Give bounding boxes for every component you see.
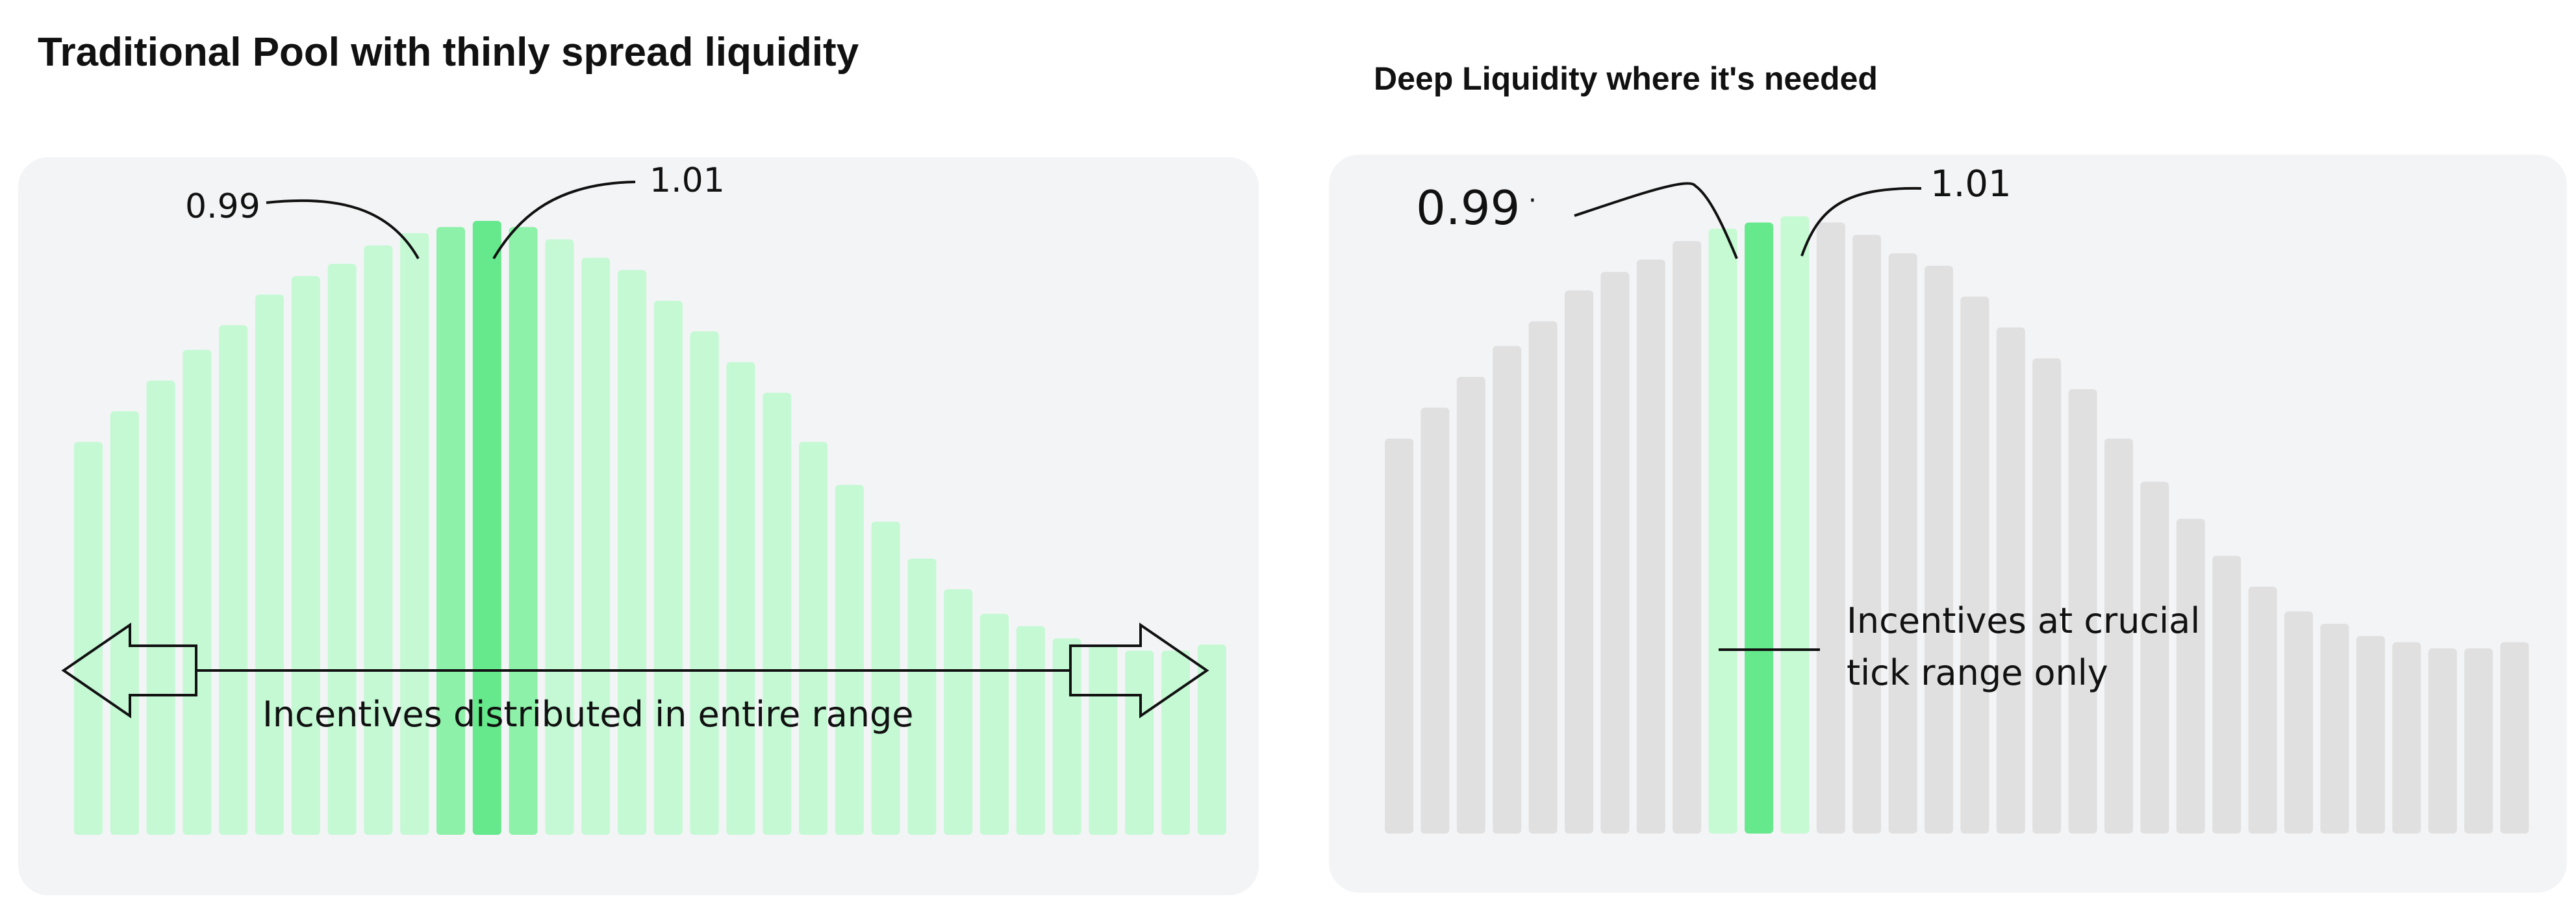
left-liquidity-bar-25 <box>944 589 972 835</box>
right-caption-line-1: Incentives at crucial <box>1847 600 2200 641</box>
right-liquidity-bar-26 <box>2284 611 2313 834</box>
left-liquidity-bar-16 <box>618 270 646 835</box>
left-liquidity-bar-30 <box>1125 651 1154 835</box>
right-liquidity-bar-7 <box>1600 272 1629 834</box>
left-liquidity-bar-19 <box>726 362 755 835</box>
right-liquidity-bar-3 <box>1457 377 1485 834</box>
left-liquidity-bar-21 <box>799 442 827 835</box>
right-liquidity-bar-6 <box>1565 290 1593 834</box>
left-liquidity-bars <box>74 221 1226 835</box>
right-liquidity-bar-30 <box>2429 648 2457 834</box>
right-liquidity-bar-10 <box>1709 229 1737 834</box>
left-liquidity-bar-20 <box>763 393 791 835</box>
right-caption-line-2: tick range only <box>1847 652 2108 693</box>
left-liquidity-bar-18 <box>690 331 719 835</box>
left-liquidity-bar-29 <box>1089 644 1117 835</box>
left-liquidity-bar-17 <box>654 301 683 835</box>
left-liquidity-bar-31 <box>1161 651 1190 835</box>
right-liquidity-bar-17 <box>1960 297 1989 834</box>
left-liquidity-bar-4 <box>183 350 211 835</box>
right-liquidity-bar-23 <box>2177 519 2205 834</box>
right-liquidity-bar-12 <box>1780 216 1809 834</box>
right-liquidity-bar-29 <box>2392 643 2421 834</box>
left-caption: Incentives distributed in entire range <box>262 694 914 735</box>
right-liquidity-bar-32 <box>2500 643 2529 834</box>
left-liquidity-bar-12 <box>473 221 501 835</box>
left-liquidity-bar-23 <box>872 522 900 835</box>
left-liquidity-bar-1 <box>74 442 103 835</box>
right-liquidity-bar-27 <box>2320 624 2349 834</box>
right-liquidity-bar-9 <box>1673 241 1701 834</box>
left-liquidity-bar-6 <box>255 294 284 835</box>
left-liquidity-bar-13 <box>509 227 538 835</box>
right-liquidity-bar-19 <box>2032 359 2061 834</box>
left-liquidity-bar-15 <box>581 258 610 835</box>
right-liquidity-bar-16 <box>1925 266 1953 834</box>
left-liquidity-bar-2 <box>110 411 139 835</box>
left-low-callout-line <box>266 201 418 259</box>
right-liquidity-bar-25 <box>2249 587 2277 834</box>
left-liquidity-bar-3 <box>147 381 175 835</box>
right-liquidity-bars <box>1385 216 2529 834</box>
right-liquidity-bar-11 <box>1745 223 1773 834</box>
right-low-dot-mark: · <box>1528 186 1537 216</box>
right-liquidity-bar-31 <box>2464 648 2493 834</box>
left-liquidity-bar-26 <box>980 614 1009 835</box>
right-low-price-label: 0.99 <box>1416 181 1520 235</box>
right-liquidity-bar-5 <box>1529 322 1558 834</box>
right-liquidity-bar-28 <box>2356 636 2385 834</box>
left-liquidity-bar-14 <box>545 239 574 835</box>
left-liquidity-bar-9 <box>364 246 392 835</box>
left-liquidity-bar-11 <box>436 227 465 835</box>
right-liquidity-bar-4 <box>1493 346 1521 834</box>
left-low-price-label: 0.99 <box>185 187 260 226</box>
left-liquidity-bar-27 <box>1017 626 1045 835</box>
right-high-price-label: 1.01 <box>1930 163 2012 205</box>
right-liquidity-bar-2 <box>1421 408 1449 834</box>
right-liquidity-bar-8 <box>1637 260 1665 834</box>
right-liquidity-bar-15 <box>1889 253 1917 834</box>
left-liquidity-bar-22 <box>835 485 864 835</box>
right-liquidity-bar-24 <box>2212 556 2241 834</box>
left-liquidity-bar-28 <box>1053 639 1081 835</box>
right-liquidity-bar-14 <box>1852 235 1881 834</box>
left-liquidity-bar-5 <box>219 325 247 835</box>
right-liquidity-bar-18 <box>1997 327 2025 834</box>
left-liquidity-bar-7 <box>292 276 320 835</box>
right-liquidity-bar-1 <box>1385 439 1413 834</box>
right-liquidity-bar-13 <box>1817 223 1845 834</box>
right-liquidity-bar-22 <box>2140 482 2169 834</box>
left-high-price-label: 1.01 <box>650 161 725 200</box>
left-liquidity-bar-10 <box>400 233 429 835</box>
left-liquidity-bar-8 <box>328 264 357 835</box>
